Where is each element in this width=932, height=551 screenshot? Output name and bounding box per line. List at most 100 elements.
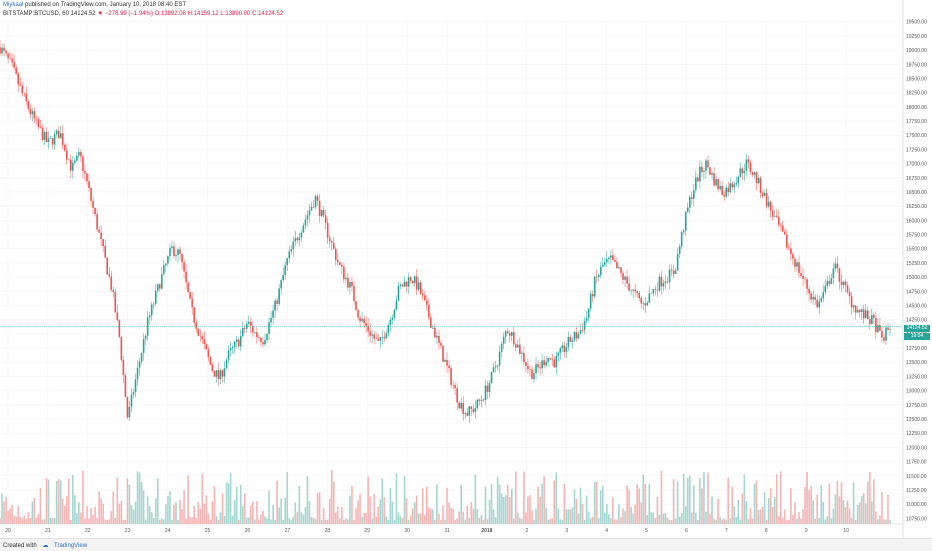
candle-body <box>866 310 869 320</box>
volume-bar <box>804 486 806 524</box>
volume-bar <box>557 508 560 524</box>
candle-body <box>302 225 305 233</box>
tradingview-brand[interactable]: TradingView <box>54 543 88 549</box>
x-tick-label: 24 <box>165 528 171 534</box>
volume-bar <box>881 491 883 524</box>
volume-bar <box>779 471 782 524</box>
candle-body <box>454 385 456 389</box>
candle-body <box>108 274 111 277</box>
candle-body <box>35 118 38 120</box>
symbol-name[interactable]: BITSTAMP:BTCUSD, 60 <box>3 11 69 17</box>
candle-body <box>703 170 705 173</box>
y-tick-label: 13000.00 <box>906 389 927 395</box>
volume-bar <box>622 508 624 524</box>
volume-bar <box>43 519 46 524</box>
candle-body <box>1 47 3 54</box>
candle-body <box>375 338 378 340</box>
volume-bar <box>268 490 270 524</box>
candle-body <box>480 399 483 401</box>
volume-bar <box>670 520 673 524</box>
x-tick-label: 3 <box>565 528 568 534</box>
candle-body <box>739 168 742 178</box>
volume-bar <box>343 519 345 524</box>
volume-bar <box>349 495 351 524</box>
candle-body <box>296 238 299 241</box>
candle-body <box>436 335 438 338</box>
candle-body <box>181 254 183 263</box>
candle-body <box>697 177 699 182</box>
volume-bar <box>266 518 268 524</box>
volume-bar <box>765 519 768 524</box>
volume-bar <box>814 518 816 524</box>
candle-body <box>74 160 76 163</box>
volume-bar <box>699 477 701 524</box>
y-tick-label: 16500.00 <box>906 190 927 196</box>
tradingview-logo-icon[interactable]: ☁ <box>42 543 49 549</box>
candle-body <box>339 262 341 265</box>
candle-body <box>326 222 329 238</box>
candle-body <box>757 177 760 184</box>
price-axis[interactable]: 10750.00 11000.00 11250.00 11500.00 11750.00… <box>906 20 927 523</box>
volume-bar <box>541 483 543 524</box>
candle-body <box>409 277 412 281</box>
volume-bar <box>686 477 689 524</box>
candle-body <box>549 358 551 360</box>
author-link[interactable]: Miykaal <box>3 2 24 8</box>
volume-bar <box>306 475 309 524</box>
candle-body <box>17 73 20 85</box>
candle-body <box>879 325 881 331</box>
candle-body <box>664 281 667 284</box>
x-tick-label: 6 <box>685 528 688 534</box>
candle-body <box>690 197 693 199</box>
candle-body <box>399 284 402 286</box>
volume-bar <box>45 478 48 524</box>
y-tick-label: 13750.00 <box>906 346 927 352</box>
volume-bar <box>721 519 723 524</box>
y-tick-label: 17750.00 <box>906 119 927 125</box>
volume-bar <box>812 500 814 524</box>
volume-bar <box>482 519 485 524</box>
candle-body <box>383 337 386 339</box>
candle-body <box>256 332 258 337</box>
volume-bar <box>233 500 236 524</box>
down-arrow-icon: ▼ <box>97 11 104 17</box>
x-tick-label: 4 <box>605 528 608 534</box>
volume-bar <box>290 519 293 524</box>
volume-bar <box>866 481 869 524</box>
candle-body <box>717 179 719 190</box>
y-tick-label: 16750.00 <box>906 176 927 182</box>
volume-bar <box>828 483 831 524</box>
volume-bar <box>790 488 792 524</box>
volume-bar <box>646 515 649 524</box>
time-axis[interactable]: 20 21 22 23 24 25 26 27 28 29 30 31 2018 2 3 4 5 6 7 8 9 10 <box>5 528 849 534</box>
candle-body <box>444 360 446 362</box>
volume-bar <box>90 508 92 524</box>
volume-bar <box>227 483 230 524</box>
candle-body <box>288 251 291 259</box>
volume-bar <box>215 515 218 524</box>
candle-body <box>191 298 193 308</box>
volume-bar <box>100 498 102 524</box>
candle-body <box>517 344 519 348</box>
volume-bar <box>553 480 556 524</box>
volume-bar <box>250 505 252 524</box>
volume-bar <box>17 506 20 524</box>
candle-body <box>53 134 56 145</box>
candle-body <box>733 184 736 188</box>
volume-bar <box>142 490 145 524</box>
candle-body <box>844 281 847 286</box>
volume-bar <box>796 518 798 524</box>
candle-body <box>387 325 390 334</box>
candle-body <box>820 298 823 302</box>
candle-body <box>114 292 117 313</box>
volume-bar <box>405 498 408 524</box>
volume-bar <box>345 518 347 524</box>
candle-body <box>57 130 60 139</box>
candle-body <box>753 172 756 175</box>
volume-bar <box>361 517 363 524</box>
volume-bar <box>296 512 299 524</box>
volume-bar <box>365 513 367 524</box>
y-tick-label: 17500.00 <box>906 133 927 139</box>
volume-bar <box>771 506 774 524</box>
